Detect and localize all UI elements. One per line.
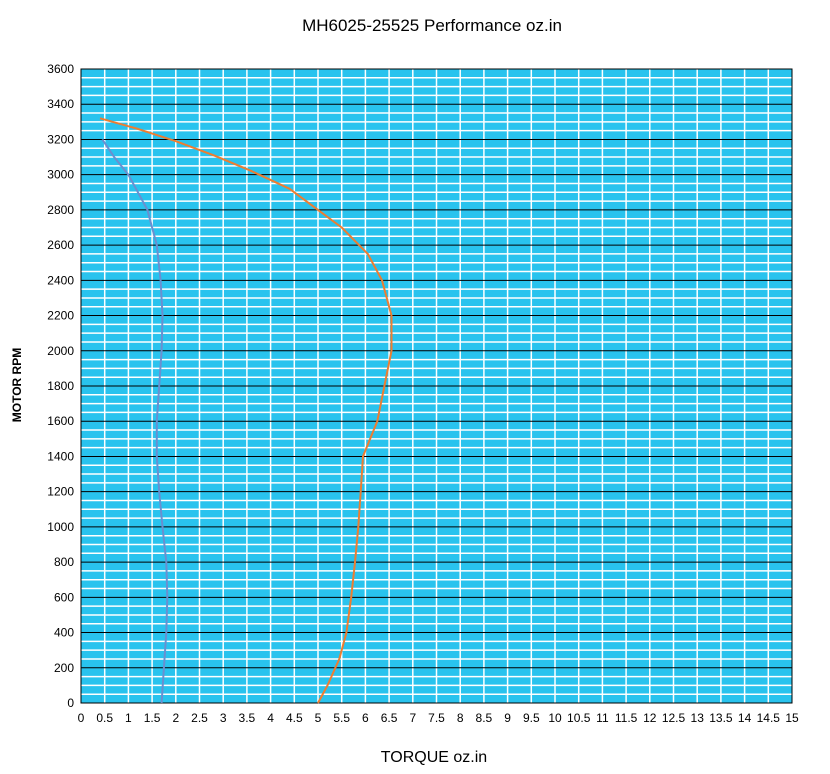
x-tick-label: 4: [267, 711, 274, 725]
x-axis-title: TORQUE oz.in: [381, 749, 487, 766]
x-tick-label: 9.5: [523, 711, 540, 725]
y-tick-label: 800: [54, 555, 74, 569]
y-axis-title: MOTOR RPM: [10, 348, 24, 422]
x-tick-label: 10: [548, 711, 562, 725]
x-tick-label: 7: [409, 711, 416, 725]
x-tick-label: 8.5: [476, 711, 493, 725]
plot-border: [80, 68, 793, 704]
y-tick-label: 2400: [47, 273, 74, 287]
x-tick-label: 0: [78, 711, 85, 725]
x-tick-label: 2: [172, 711, 179, 725]
y-tick-label: 2800: [47, 203, 74, 217]
series-group: [99, 117, 393, 704]
x-tick-label: 14: [738, 711, 752, 725]
y-tick-label: 1200: [47, 485, 74, 499]
x-tick-label: 6.5: [381, 711, 398, 725]
x-tick-labels: 0 0.5 1 1.5 2 2.5 3 3.5 4 4.5 5 5.5 6 6.5 7 7.5 8 8.5 9 9.5…: [78, 711, 799, 725]
x-tick-label: 12.5: [662, 711, 686, 725]
y-tick-label: 2200: [47, 309, 74, 323]
x-tick-label: 5: [315, 711, 322, 725]
y-tick-label: 1400: [47, 449, 74, 463]
x-tick-label: 4.5: [286, 711, 303, 725]
series-line-2: [101, 138, 169, 704]
y-tick-label: 3400: [47, 97, 74, 111]
x-tick-label: 13.5: [709, 711, 733, 725]
x-tick-label: 11.5: [615, 711, 638, 725]
x-tick-label: 12: [643, 711, 657, 725]
x-tick-label: 10.5: [567, 711, 591, 725]
y-tick-label: 3600: [47, 62, 74, 76]
y-tick-label: 400: [54, 626, 74, 640]
y-tick-label: 2600: [47, 238, 74, 252]
y-tick-label: 1800: [47, 379, 74, 393]
x-tick-label: 7.5: [428, 711, 445, 725]
x-tick-label: 15: [785, 711, 799, 725]
grid: [80, 68, 793, 704]
y-tick-label: 600: [54, 590, 74, 604]
x-tick-label: 1: [125, 711, 132, 725]
x-tick-label: 13: [691, 711, 705, 725]
x-tick-label: 5.5: [333, 711, 350, 725]
x-tick-label: 3: [220, 711, 227, 725]
y-tick-label: 1600: [47, 414, 74, 428]
y-tick-label: 0: [67, 696, 74, 710]
y-tick-label: 3200: [47, 132, 74, 146]
x-tick-label: 3.5: [239, 711, 256, 725]
x-tick-label: 1.5: [144, 711, 161, 725]
chart-title: MH6025-25525 Performance oz.in: [302, 16, 562, 35]
x-tick-label: 11: [596, 711, 609, 725]
x-tick-label: 9: [504, 711, 511, 725]
y-tick-labels: 0 200 400 600 800 1000 1200 1400 1600 1800 2000 220…: [47, 62, 74, 710]
y-tick-label: 2000: [47, 344, 74, 358]
x-tick-label: 2.5: [191, 711, 208, 725]
y-tick-label: 3000: [47, 168, 74, 182]
x-tick-label: 0.5: [96, 711, 113, 725]
x-tick-label: 14.5: [757, 711, 781, 725]
y-tick-label: 200: [54, 661, 74, 675]
y-tick-label: 1000: [47, 520, 74, 534]
x-tick-label: 6: [362, 711, 369, 725]
x-tick-label: 8: [457, 711, 464, 725]
series-line-1: [99, 117, 393, 704]
